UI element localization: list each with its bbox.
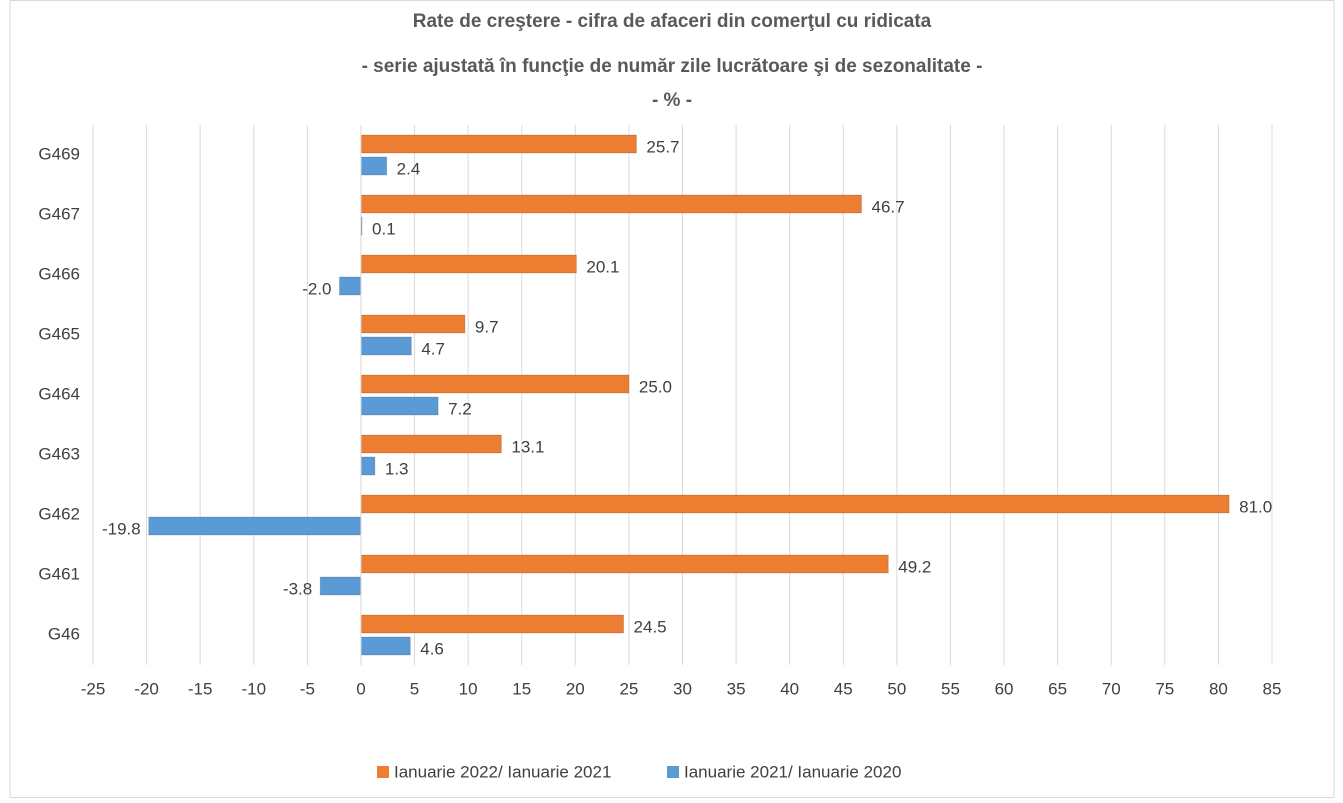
bar xyxy=(360,636,411,656)
x-tick-label: 15 xyxy=(512,679,531,698)
x-tick-label: 85 xyxy=(1263,679,1282,698)
bar xyxy=(360,554,889,574)
x-tick-label: -15 xyxy=(188,679,213,698)
bar xyxy=(360,434,502,454)
x-tick-label: 20 xyxy=(566,679,585,698)
x-tick-label: 50 xyxy=(887,679,906,698)
x-tick-label: 35 xyxy=(727,679,746,698)
x-tick-label: 0 xyxy=(356,679,365,698)
bar xyxy=(360,134,637,154)
data-label: 1.3 xyxy=(385,459,409,478)
bar xyxy=(360,336,412,356)
bar xyxy=(148,516,362,536)
bar xyxy=(360,254,577,274)
x-tick-label: -20 xyxy=(134,679,159,698)
data-label: 20.1 xyxy=(586,257,619,276)
data-label: 24.5 xyxy=(634,617,667,636)
data-label: 46.7 xyxy=(871,197,904,216)
data-label: 49.2 xyxy=(898,557,931,576)
legend-label: Ianuarie 2022/ Ianuarie 2021 xyxy=(394,762,611,781)
bar xyxy=(360,494,1230,514)
chart-title: Rate de creştere - cifra de afaceri din … xyxy=(413,11,932,32)
bar xyxy=(360,396,439,416)
data-label: 4.7 xyxy=(421,339,445,358)
bar xyxy=(360,456,376,476)
x-tick-label: 45 xyxy=(834,679,853,698)
legend-swatch xyxy=(377,766,389,778)
y-tick-label: G462 xyxy=(38,504,80,523)
data-label: 4.6 xyxy=(420,639,444,658)
chart-unit: - % - xyxy=(652,90,692,111)
x-tick-label: 25 xyxy=(619,679,638,698)
x-tick-label: 80 xyxy=(1209,679,1228,698)
legend-label: Ianuarie 2021/ Ianuarie 2020 xyxy=(684,762,901,781)
bar xyxy=(360,194,862,214)
x-tick-label: -10 xyxy=(241,679,266,698)
bar xyxy=(360,614,625,634)
data-label: 25.7 xyxy=(646,137,679,156)
y-tick-label: G464 xyxy=(38,384,80,403)
data-label: 9.7 xyxy=(475,317,499,336)
data-label: 13.1 xyxy=(511,437,544,456)
data-label: -19.8 xyxy=(102,519,141,538)
data-label: 0.1 xyxy=(372,219,396,238)
y-tick-label: G46 xyxy=(48,624,80,643)
data-label: 7.2 xyxy=(448,399,472,418)
data-label: -2.0 xyxy=(302,279,331,298)
legend-swatch xyxy=(667,766,679,778)
x-tick-label: -5 xyxy=(300,679,315,698)
x-tick-label: 5 xyxy=(410,679,419,698)
chart-border xyxy=(9,0,1335,798)
bar xyxy=(360,156,388,176)
data-label: 81.0 xyxy=(1239,497,1272,516)
bar xyxy=(360,314,466,334)
x-tick-label: -25 xyxy=(81,679,106,698)
x-tick-label: 30 xyxy=(673,679,692,698)
bar xyxy=(360,374,630,394)
x-tick-label: 75 xyxy=(1155,679,1174,698)
x-tick-label: 55 xyxy=(941,679,960,698)
x-tick-label: 60 xyxy=(995,679,1014,698)
data-label: 2.4 xyxy=(397,159,421,178)
x-tick-label: 40 xyxy=(780,679,799,698)
y-tick-label: G469 xyxy=(38,144,80,163)
chart-subtitle: - serie ajustată în funcţie de număr zil… xyxy=(362,56,983,77)
x-tick-label: 65 xyxy=(1048,679,1067,698)
y-tick-label: G461 xyxy=(38,564,80,583)
y-tick-label: G467 xyxy=(38,204,80,223)
data-label: 25.0 xyxy=(639,377,672,396)
y-tick-label: G463 xyxy=(38,444,80,463)
x-tick-label: 70 xyxy=(1102,679,1121,698)
bar xyxy=(339,276,362,296)
x-tick-label: 10 xyxy=(459,679,478,698)
data-label: -3.8 xyxy=(283,579,312,598)
y-tick-label: G466 xyxy=(38,264,80,283)
bar xyxy=(319,576,362,596)
y-tick-label: G465 xyxy=(38,324,80,343)
